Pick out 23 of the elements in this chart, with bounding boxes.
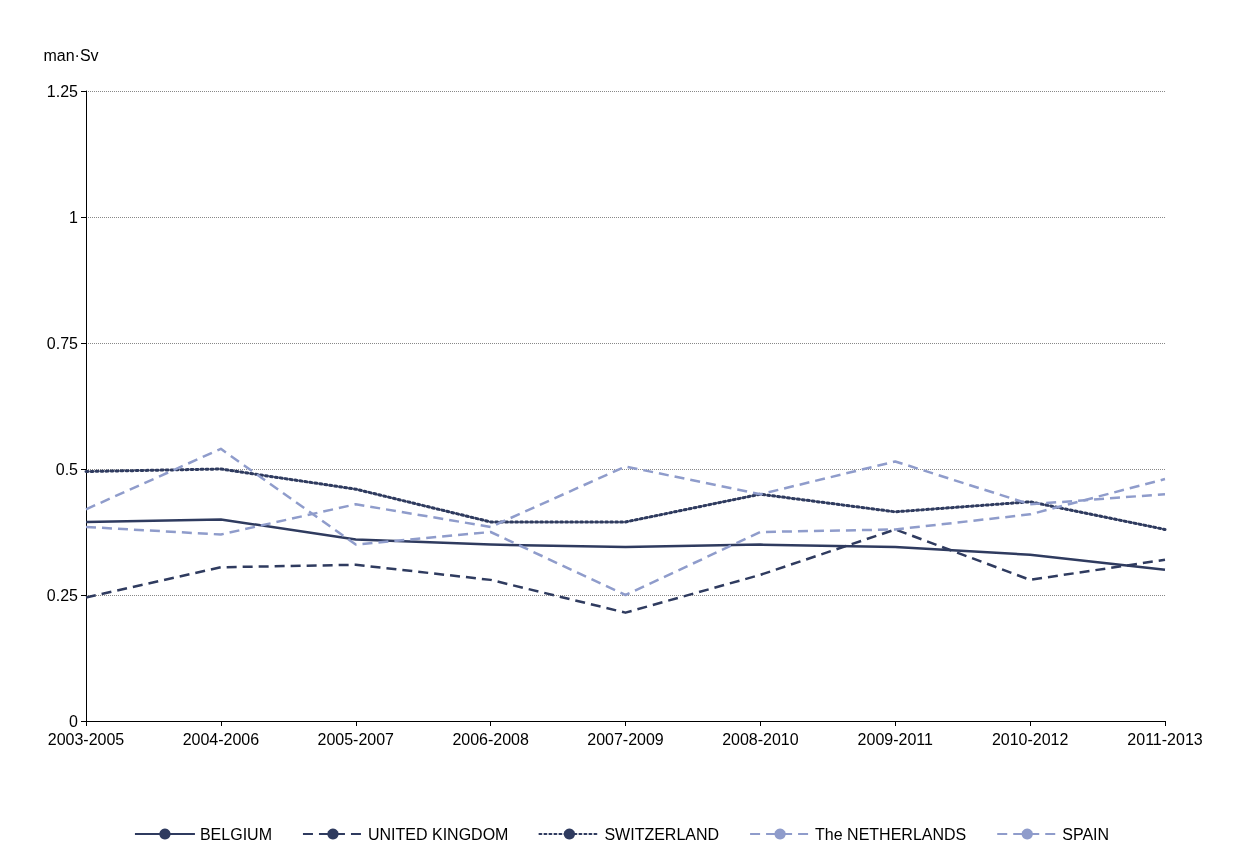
legend-label: The NETHERLANDS <box>815 825 967 843</box>
line-series <box>84 447 1167 597</box>
x-tick-label: 2004-2006 <box>182 730 260 748</box>
legend-label: SWITZERLAND <box>604 825 720 843</box>
line-series <box>84 467 1167 531</box>
y-tick-label: 0 <box>69 712 79 730</box>
y-tick-label: 0.75 <box>46 334 79 352</box>
y-tick-label: 1.25 <box>46 82 79 100</box>
y-tick-label: 1 <box>69 208 79 226</box>
y-axis-title: man·Sv <box>43 46 99 64</box>
y-tick-label: 0.5 <box>55 460 79 478</box>
x-tick-label: 2003-2005 <box>47 730 125 748</box>
x-tick-label: 2006-2008 <box>452 730 529 748</box>
x-tick-label: 2009-2011 <box>857 730 934 748</box>
legend-label: UNITED KINGDOM <box>367 825 509 843</box>
x-tick-label: 2005-2007 <box>317 730 395 748</box>
x-tick-label: 2010-2012 <box>991 730 1069 748</box>
y-tick-label: 0.25 <box>46 586 79 604</box>
x-tick-label: 2008-2010 <box>722 730 799 748</box>
x-tick-label: 2007-2009 <box>587 730 664 748</box>
legend-label: BELGIUM <box>199 825 272 843</box>
legend-label: SPAIN <box>1062 825 1110 843</box>
x-tick-label: 2011-2013 <box>1127 730 1203 748</box>
